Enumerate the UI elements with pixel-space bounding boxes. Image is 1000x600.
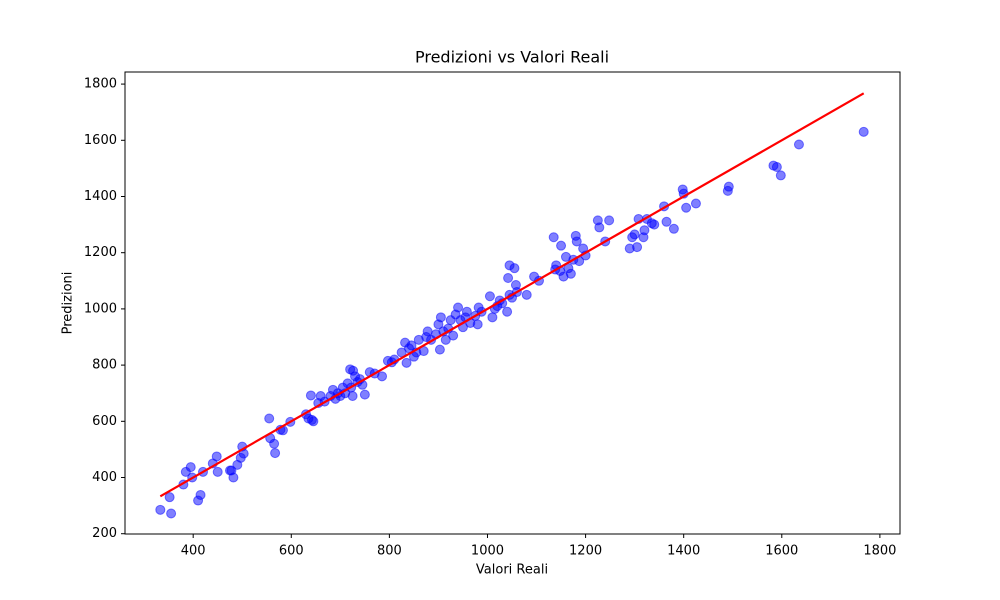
y-tick-label: 1800 [84, 77, 117, 92]
y-tick-label: 800 [92, 358, 117, 373]
point [448, 330, 459, 341]
plot-frame [124, 71, 901, 535]
point [484, 291, 495, 302]
point [690, 198, 701, 209]
x-tick-label: 1400 [667, 544, 700, 559]
point [212, 466, 223, 477]
point [305, 390, 316, 401]
x-tick-label: 1600 [765, 544, 798, 559]
point [406, 340, 417, 351]
x-tick-label: 1200 [569, 544, 602, 559]
point [661, 216, 672, 227]
point [472, 319, 483, 330]
point [668, 223, 679, 234]
x-tick-label: 800 [377, 544, 402, 559]
point [434, 344, 445, 355]
point [270, 448, 281, 459]
point [440, 334, 451, 345]
point [629, 229, 640, 240]
point [155, 504, 166, 515]
y-tick-label: 1600 [84, 133, 117, 148]
point [775, 170, 786, 181]
point [502, 306, 513, 317]
point [308, 416, 319, 427]
point [487, 312, 498, 323]
point [453, 302, 464, 313]
point [681, 202, 692, 213]
point [548, 232, 559, 243]
point [185, 462, 196, 473]
y-tick-label: 1000 [84, 301, 117, 316]
point [269, 438, 280, 449]
regression-line [159, 92, 865, 498]
point [401, 357, 412, 368]
point [571, 236, 582, 247]
point [565, 268, 576, 279]
point [228, 472, 239, 483]
point [556, 240, 567, 251]
point [377, 371, 388, 382]
point [166, 508, 177, 519]
point [649, 219, 660, 230]
y-tick-label: 1400 [84, 189, 117, 204]
y-tick-label: 1200 [84, 245, 117, 260]
point [639, 225, 650, 236]
x-tick-label: 1000 [471, 544, 504, 559]
point [858, 126, 869, 137]
point [594, 222, 605, 233]
point [604, 215, 615, 226]
point [723, 181, 734, 192]
point [422, 326, 433, 337]
chart-title: Predizioni vs Valori Reali [415, 48, 609, 67]
point [461, 306, 472, 317]
x-tick-label: 400 [181, 544, 206, 559]
x-tick-label: 600 [279, 544, 304, 559]
point [195, 489, 206, 500]
point [359, 389, 370, 400]
y-tick-label: 200 [92, 526, 117, 541]
point [503, 272, 514, 283]
y-tick-label: 400 [92, 470, 117, 485]
point [521, 289, 532, 300]
point [347, 391, 358, 402]
point [793, 139, 804, 150]
point [211, 451, 222, 462]
point [632, 242, 643, 253]
point [435, 312, 446, 323]
point [771, 161, 782, 172]
point [509, 263, 520, 274]
y-axis-label: Predizioni [61, 272, 76, 335]
point [164, 492, 175, 503]
x-axis-label: Valori Reali [476, 563, 548, 578]
y-tick-label: 600 [92, 414, 117, 429]
point [264, 413, 275, 424]
x-tick-label: 1800 [863, 544, 896, 559]
